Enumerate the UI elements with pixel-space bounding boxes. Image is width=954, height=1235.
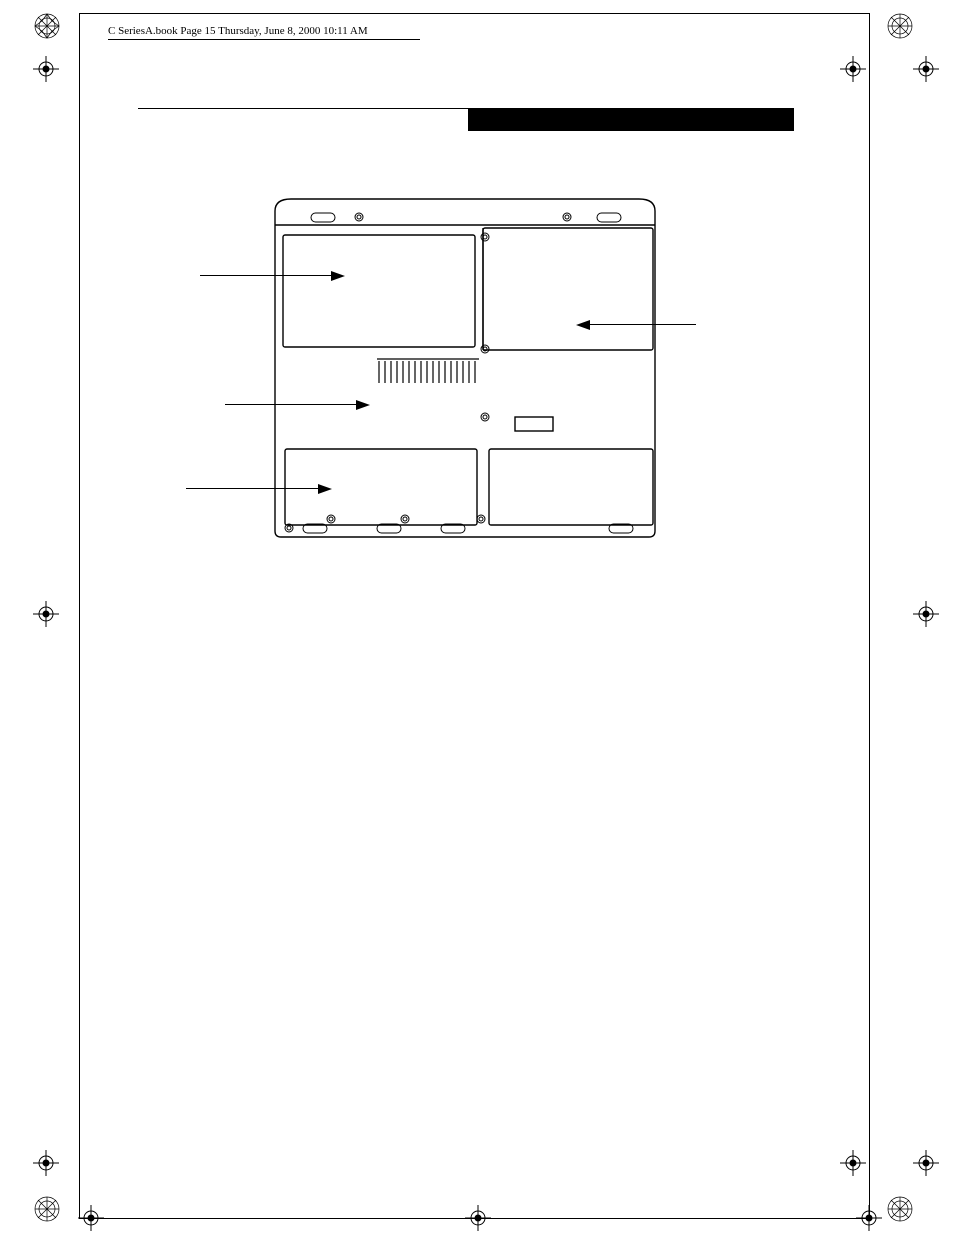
crop-radial-br-icon xyxy=(886,1195,914,1223)
frame-top-line xyxy=(79,13,869,14)
crosshair-icon xyxy=(33,56,59,82)
callout-4-arrowhead-icon xyxy=(576,320,590,330)
crosshair-icon xyxy=(840,1150,866,1176)
crosshair-icon xyxy=(913,56,939,82)
crosshair-icon xyxy=(856,1205,882,1231)
header-underline xyxy=(108,39,420,40)
frame-left-line xyxy=(79,13,80,1219)
crosshair-icon xyxy=(78,1205,104,1231)
crosshair-icon xyxy=(33,1150,59,1176)
callout-2-arrowhead-icon xyxy=(356,400,370,410)
crop-radial-tr-icon xyxy=(886,12,914,40)
page-header-text: C SeriesA.book Page 15 Thursday, June 8,… xyxy=(108,25,368,37)
section-title-bar xyxy=(468,109,794,131)
callout-3-line xyxy=(186,488,318,489)
callout-2-line xyxy=(225,404,356,405)
callout-1-line xyxy=(200,275,331,276)
crosshair-icon xyxy=(840,56,866,82)
callout-1-arrowhead-icon xyxy=(331,271,345,281)
crop-radial-tl-icon xyxy=(33,12,61,40)
crosshair-icon xyxy=(465,1205,491,1231)
crosshair-icon xyxy=(33,601,59,627)
frame-right-line xyxy=(869,13,870,1219)
callout-4-line xyxy=(590,324,696,325)
crosshair-icon xyxy=(913,1150,939,1176)
crosshair-icon xyxy=(913,601,939,627)
crop-radial-bl-icon xyxy=(33,1195,61,1223)
callout-3-arrowhead-icon xyxy=(318,484,332,494)
